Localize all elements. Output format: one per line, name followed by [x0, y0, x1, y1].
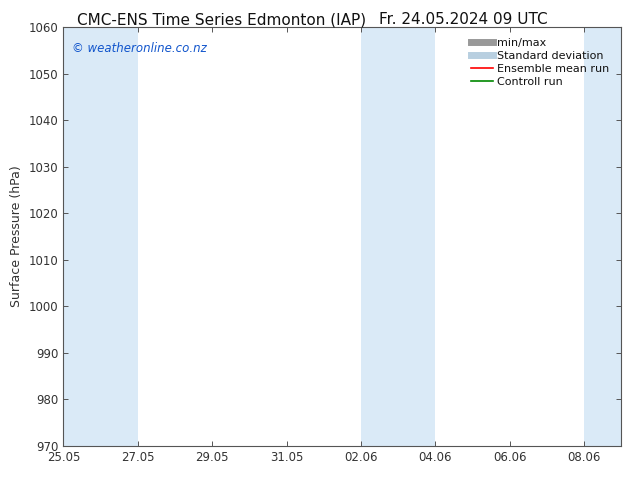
Bar	[361, 27, 436, 446]
Y-axis label: Surface Pressure (hPa): Surface Pressure (hPa)	[10, 166, 23, 307]
Bar	[63, 27, 138, 446]
Text: CMC-ENS Time Series Edmonton (IAP): CMC-ENS Time Series Edmonton (IAP)	[77, 12, 366, 27]
Bar	[584, 27, 621, 446]
Text: Fr. 24.05.2024 09 UTC: Fr. 24.05.2024 09 UTC	[378, 12, 547, 27]
Legend: min/max, Standard deviation, Ensemble mean run, Controll run: min/max, Standard deviation, Ensemble me…	[467, 35, 613, 90]
Text: © weatheronline.co.nz: © weatheronline.co.nz	[72, 42, 207, 54]
